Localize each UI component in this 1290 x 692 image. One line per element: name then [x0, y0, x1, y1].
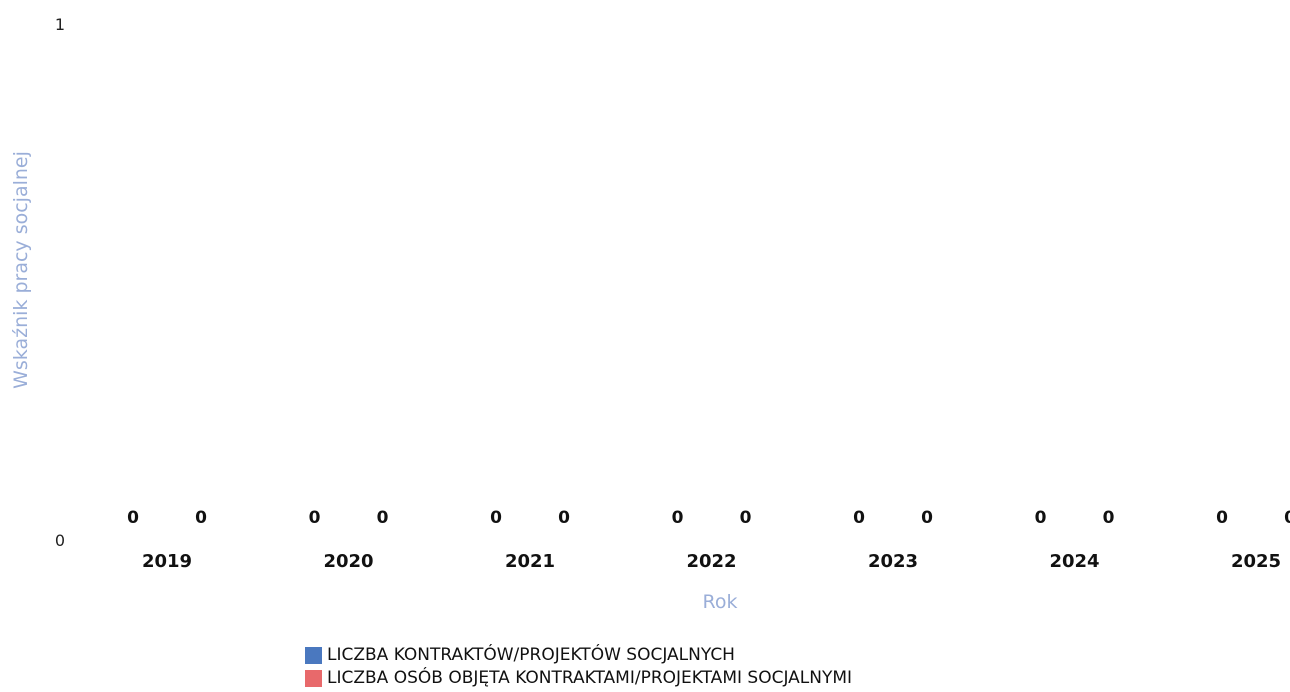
- x-tick-label: 2025: [1231, 551, 1281, 572]
- y-tick-label: 0: [55, 531, 65, 550]
- legend-item-series-2[interactable]: LICZBA OSÓB OBJĘTA KONTRAKTAMI/PROJEKTAM…: [305, 667, 852, 690]
- data-label: 0: [127, 508, 139, 528]
- x-tick-label: 2021: [505, 551, 555, 572]
- data-label: 0: [853, 508, 865, 528]
- legend-label-series-1: LICZBA KONTRAKTÓW/PROJEKTÓW SOCJALNYCH: [327, 645, 735, 665]
- data-label: 0: [1103, 508, 1115, 528]
- data-label: 0: [195, 508, 207, 528]
- y-axis-title: Wskaźnik pracy socjalnej: [10, 151, 32, 389]
- data-label: 0: [309, 508, 321, 528]
- legend: LICZBA KONTRAKTÓW/PROJEKTÓW SOCJALNYCH L…: [305, 644, 852, 690]
- data-label: 0: [490, 508, 502, 528]
- data-label: 0: [1284, 508, 1290, 528]
- x-tick-label: 2022: [686, 551, 736, 572]
- legend-label-series-2: LICZBA OSÓB OBJĘTA KONTRAKTAMI/PROJEKTAM…: [327, 668, 853, 688]
- data-label: 0: [558, 508, 570, 528]
- x-tick-label: 2024: [1049, 551, 1099, 572]
- legend-item-series-1[interactable]: LICZBA KONTRAKTÓW/PROJEKTÓW SOCJALNYCH: [305, 644, 852, 667]
- data-label: 0: [672, 508, 684, 528]
- legend-swatch-series-1: [305, 647, 322, 664]
- x-axis-title: Rok: [703, 591, 738, 613]
- x-tick-label: 2020: [323, 551, 373, 572]
- data-label: 0: [1216, 508, 1228, 528]
- data-label: 0: [740, 508, 752, 528]
- legend-swatch-series-2: [305, 670, 322, 687]
- x-tick-label: 2023: [868, 551, 918, 572]
- y-tick-label: 1: [55, 15, 65, 34]
- x-tick-label: 2019: [142, 551, 192, 572]
- data-label: 0: [1035, 508, 1047, 528]
- data-label: 0: [377, 508, 389, 528]
- data-label: 0: [921, 508, 933, 528]
